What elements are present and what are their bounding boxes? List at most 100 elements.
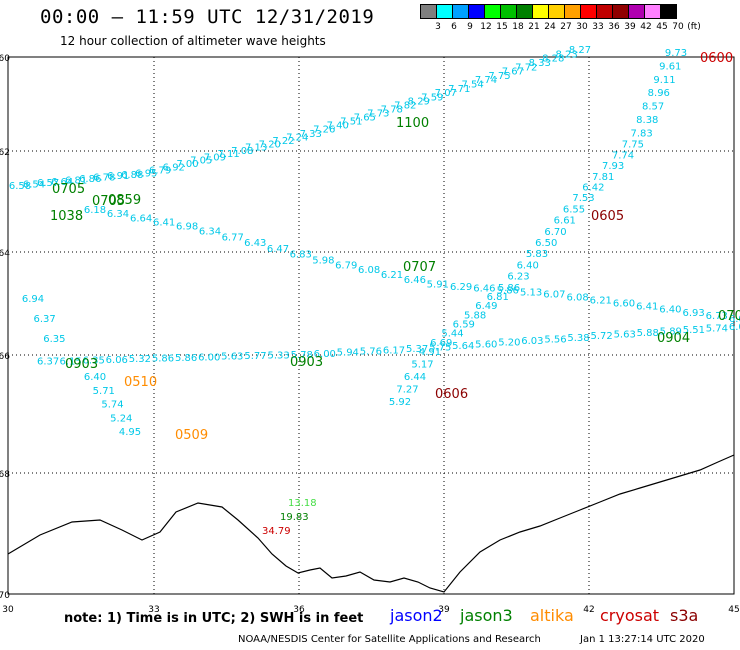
wave-height-value: 5.13	[520, 288, 542, 299]
wave-height-value: 6.79	[149, 166, 171, 177]
pass-time-label: 0859	[108, 193, 141, 208]
pass-time-label: 070	[718, 309, 740, 324]
color-scale-label: 24	[544, 22, 556, 32]
map-grid	[7, 56, 735, 595]
wave-height-value: 5.89	[660, 327, 682, 338]
wave-height-value: 7.33	[300, 129, 322, 140]
wave-height-value: 7.51	[340, 117, 362, 128]
wave-height-value: 7.13	[245, 143, 267, 154]
wave-height-value: 6.40	[517, 261, 539, 272]
wave-height-value: 6.37	[33, 314, 55, 325]
wave-height-value: 7.27	[396, 385, 418, 396]
wave-height-value: 7.24	[286, 133, 308, 144]
wave-height-value: 5.33	[267, 351, 289, 362]
wave-height-value: 6.37	[37, 357, 59, 368]
wave-height-value: 8.33	[529, 58, 551, 69]
wave-height-color-scale: 3 6 9 12 15 18 21 24 27 30 33 36 39 42 45 70 (ft)	[420, 4, 701, 32]
wave-height-value: 5.72	[590, 331, 612, 342]
wave-height-value: 5.86	[498, 283, 520, 294]
wave-height-value: 6.94	[22, 294, 44, 305]
wave-height-value: 5.78	[291, 350, 313, 361]
wave-height-value: 6.35	[43, 334, 65, 345]
longitude-label: 42	[583, 605, 594, 615]
wave-height-value: 6.64	[130, 213, 152, 224]
wave-height-value: 6.78	[93, 173, 115, 184]
wave-height-value: 7.74	[612, 150, 634, 161]
wave-height-value: 5.98	[312, 255, 334, 266]
wave-height-value: 7.75	[622, 140, 644, 151]
wave-height-value: 7.59	[421, 92, 443, 103]
longitude-label: 39	[438, 605, 450, 615]
color-scale-label: (ft)	[687, 22, 701, 32]
wave-height-value: 5.32	[129, 354, 151, 365]
wave-height-value: 6.58	[9, 181, 31, 192]
wave-height-value: 5.24	[110, 413, 132, 424]
wave-height-value: 5.63	[221, 352, 243, 363]
wave-height-value: 5.94	[337, 348, 359, 359]
wave-height-value: 5.37	[406, 344, 428, 355]
wave-height-value: 6.40	[659, 305, 681, 316]
longitude-label: 45	[728, 605, 739, 615]
pass-time-label: 19.83	[280, 512, 309, 523]
wave-height-value: 7.26	[313, 125, 335, 136]
color-scale-label: 12	[480, 22, 492, 32]
wave-height-value: 9.11	[653, 75, 675, 86]
wave-height-value: 6.46	[473, 284, 495, 295]
wave-height-value: 6.77	[222, 232, 244, 243]
pass-time-label: 0606	[435, 387, 468, 402]
wave-height-value: 6.00	[198, 352, 220, 363]
wave-height-value: 6.05	[729, 322, 740, 333]
color-scale-label: 30	[576, 22, 588, 32]
wave-height-value: 7.73	[367, 109, 389, 120]
wave-height-value: 9.61	[659, 61, 681, 72]
wave-height-value: 6.06	[106, 355, 128, 366]
pass-time-label: 1038	[50, 209, 83, 224]
pass-time-label: 0600	[700, 51, 733, 66]
altimeter-tracks: 6.586.546.576.646.816.866.786.916.886.95…	[9, 45, 740, 438]
pass-time-label: 0605	[591, 209, 624, 224]
wave-height-value: 4.91	[419, 347, 441, 358]
wave-height-value: 6.91	[107, 171, 129, 182]
wave-height-value: 7.54	[461, 80, 483, 91]
wave-height-value: 7.65	[354, 113, 376, 124]
wave-height-value: 6.92	[163, 162, 185, 173]
latitude-label: -68	[0, 470, 10, 480]
color-scale-label: 21	[528, 22, 540, 32]
wave-height-value: 6.00	[314, 349, 336, 360]
longitude-label: 30	[2, 605, 14, 615]
wave-height-value: 5.17	[411, 360, 433, 371]
wave-height-value: 5.75	[429, 343, 451, 354]
wave-height-value: 5.60	[475, 339, 497, 350]
wave-height-value: 5.64	[452, 341, 474, 352]
color-scale-label: 42	[640, 22, 652, 32]
wave-height-value: 5.74	[706, 324, 728, 335]
wave-height-value: 7.83	[630, 128, 652, 139]
latitude-label: -70	[0, 591, 10, 601]
wave-height-value: 7.40	[327, 121, 349, 132]
wave-height-value: 5.20	[498, 338, 520, 349]
wave-height-value: 5.86	[175, 353, 197, 364]
wave-height-value: 6.34	[199, 227, 221, 238]
wave-height-value: 5.92	[389, 397, 411, 408]
color-scale-label: 70	[672, 22, 684, 32]
wave-height-value: 8.57	[642, 102, 664, 113]
color-scale-label: 15	[496, 22, 508, 32]
wave-height-value: 7.11	[217, 149, 239, 160]
wave-height-value: 5.71	[93, 386, 115, 397]
page-title: 00:00 – 11:59 UTC 12/31/2019	[40, 6, 375, 28]
wave-height-value: 6.15	[59, 356, 81, 367]
pass-time-label: 13.18	[288, 498, 317, 509]
wave-height-value: 6.29	[450, 282, 472, 293]
wave-height-value: 8.23	[555, 49, 577, 60]
wave-height-value: 6.35	[83, 356, 105, 367]
wave-height-value: 6.41	[636, 302, 658, 313]
wave-height-value: 5.88	[464, 310, 486, 321]
page-subtitle: 12 hour collection of altimeter wave hei…	[60, 34, 326, 48]
wave-height-value: 6.95	[135, 168, 157, 179]
wave-height-value: 6.34	[107, 209, 129, 220]
wave-height-value: 6.93	[682, 308, 704, 319]
wave-height-value: 8.29	[408, 96, 430, 107]
color-scale-swatches	[420, 4, 677, 19]
wave-height-value: 6.41	[153, 218, 175, 229]
